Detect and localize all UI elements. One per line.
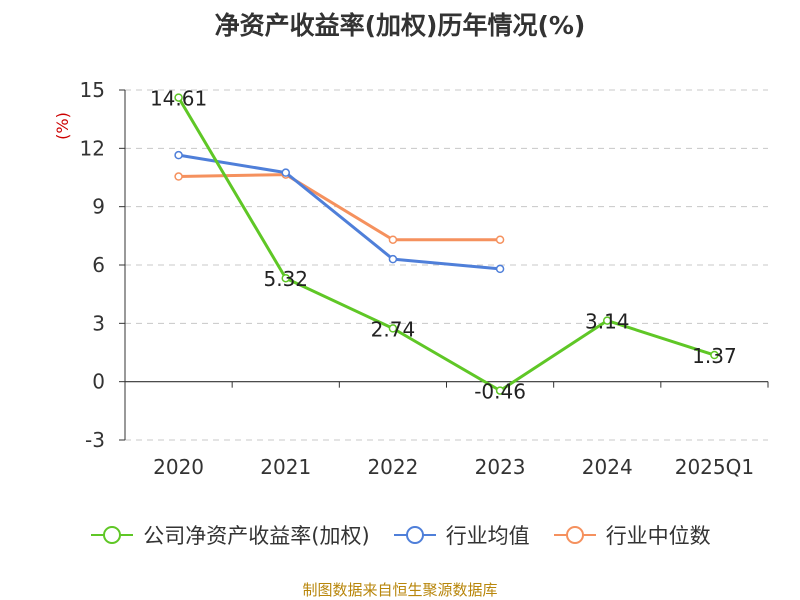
data-label: 2.74 [371,317,416,341]
data-point [388,324,398,333]
data-point [388,235,398,244]
data-point [281,168,290,177]
legend-item[interactable]: 行业均值 [392,520,530,550]
y-axis-label: (%) [53,112,72,140]
data-label: -0.46 [474,380,526,404]
x-tick-label: 2024 [582,455,633,479]
data-point [281,273,290,283]
series-line [178,173,501,242]
label-layer: 14.61 5.32 2.74 -0.46 3.14 1.37 [150,87,737,404]
data-point [710,350,719,360]
legend-item[interactable]: 公司净资产收益率(加权) [89,520,370,550]
data-point [495,235,505,244]
x-tick-label: 2023 [475,455,526,479]
legend-item[interactable]: 行业中位数 [552,520,711,550]
data-label: 5.32 [263,267,308,291]
x-tick-label: 2020 [153,455,204,479]
legend-label: 行业中位数 [605,524,711,548]
data-point [603,316,612,325]
y-tick-label: 15 [80,78,105,102]
chart-title: 净资产收益率(加权)历年情况(%) [214,11,586,40]
legend-label: 公司净资产收益率(加权) [143,524,370,548]
y-tick-label: 0 [92,370,105,394]
legend-marker-icon [553,526,596,544]
data-point [388,254,398,264]
data-label: 14.61 [150,87,207,111]
x-tick-label: 2025Q1 [675,455,754,479]
legend-marker-icon [91,526,134,544]
y-tick-label: 3 [92,311,105,335]
x-tick-label: 2022 [367,455,418,479]
y-tick-label: 12 [80,136,105,160]
series-layer [174,93,719,395]
data-point [495,264,505,274]
y-tick-label: -3 [85,428,105,452]
data-label: 1.37 [692,344,737,368]
data-point [174,172,183,181]
series-line [178,153,501,271]
y-tick-label: 9 [92,195,105,219]
legend-label: 行业均值 [445,524,530,548]
data-point [495,386,505,395]
axis-layer: -3 0 3 6 9 12 15 2020 2021 2022 2023 2024 2025Q1 (%) [53,78,769,479]
legend-marker-icon [393,526,436,544]
x-tick-label: 2021 [260,455,311,479]
y-tick-label: 6 [92,253,105,277]
data-point [174,93,183,102]
source-note: 制图数据来自恒生聚源数据库 [302,581,498,599]
series-line [177,96,715,393]
data-label: 3.14 [585,310,630,334]
data-point [174,150,183,160]
legend: 公司净资产收益率(加权) 行业均值 行业中位数 [0,520,800,550]
